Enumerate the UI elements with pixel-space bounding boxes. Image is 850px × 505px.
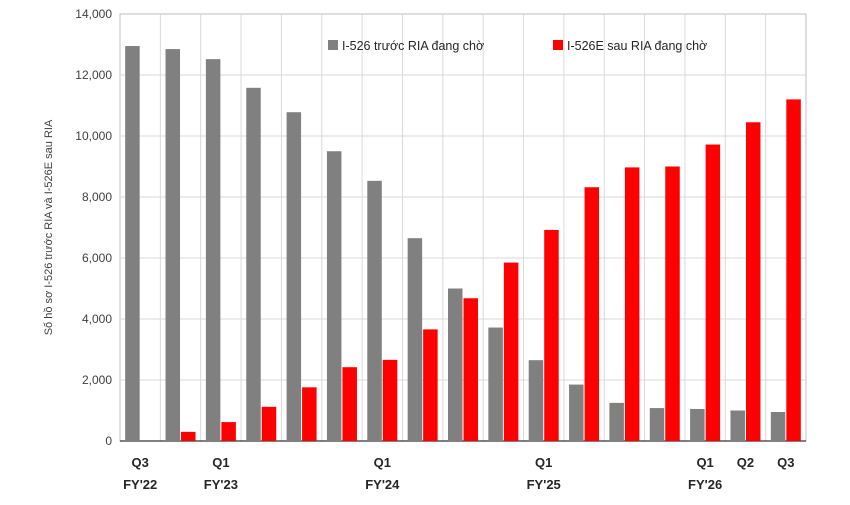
x-tick-label: Q1 — [535, 455, 552, 470]
bar-i526 — [287, 112, 302, 441]
bar-i526 — [367, 181, 382, 441]
x-tick-label: Q1 — [696, 455, 713, 470]
x-tick-label: Q1 — [374, 455, 391, 470]
y-axis-title: Số hồ sơ I-526 trước RIA và I-526E sau R… — [43, 119, 55, 335]
y-tick-label: 0 — [105, 434, 112, 448]
bar-i526e — [706, 145, 721, 441]
x-tick-label: Q3 — [777, 455, 794, 470]
bar-i526e — [302, 387, 317, 441]
y-tick-label: 4,000 — [82, 312, 112, 326]
x-tick-label: Q3 — [132, 455, 149, 470]
legend-swatch — [328, 40, 338, 50]
bar-i526 — [609, 403, 624, 441]
x-tick-label: Q2 — [737, 455, 754, 470]
y-tick-label: 14,000 — [75, 7, 112, 21]
bar-i526 — [771, 412, 786, 441]
legend-label: I-526 trước RIA đang chờ — [342, 39, 484, 53]
x-tick-label: FY'26 — [688, 477, 722, 492]
bar-i526e — [625, 167, 640, 441]
bar-i526e — [665, 167, 680, 442]
x-tick-label: FY'22 — [123, 477, 157, 492]
x-tick-label: FY'25 — [527, 477, 561, 492]
bar-i526e — [786, 99, 801, 441]
bar-i526 — [125, 46, 140, 441]
bar-i526e — [221, 422, 236, 441]
bar-i526 — [166, 49, 181, 441]
y-tick-label: 8,000 — [82, 190, 112, 204]
bar-i526 — [448, 289, 463, 442]
bar-i526e — [746, 122, 761, 441]
x-tick-label: FY'24 — [365, 477, 400, 492]
bar-i526e — [262, 407, 277, 441]
plot-area — [120, 14, 806, 441]
bar-i526 — [529, 360, 544, 441]
bar-i526 — [206, 59, 221, 441]
bar-i526e — [181, 432, 196, 441]
legend-swatch — [553, 40, 563, 50]
bar-i526 — [327, 151, 342, 441]
bar-i526e — [464, 298, 479, 441]
y-tick-label: 10,000 — [75, 129, 112, 143]
bar-i526 — [690, 409, 705, 441]
x-tick-label: FY'23 — [204, 477, 238, 492]
bar-i526e — [383, 360, 398, 441]
bar-i526 — [650, 408, 665, 441]
x-tick-label: Q1 — [212, 455, 229, 470]
bar-i526 — [730, 411, 745, 442]
bar-i526 — [569, 385, 584, 441]
bar-i526e — [544, 230, 559, 441]
bar-i526 — [488, 328, 503, 441]
legend-label: I-526E sau RIA đang chờ — [567, 39, 707, 53]
bar-i526e — [342, 367, 357, 441]
y-tick-label: 12,000 — [75, 68, 112, 82]
bar-i526e — [423, 329, 438, 441]
bar-i526e — [585, 187, 600, 441]
y-tick-label: 6,000 — [82, 251, 112, 265]
bar-i526e — [504, 263, 518, 441]
bar-i526 — [408, 238, 423, 441]
y-tick-label: 2,000 — [82, 373, 112, 387]
bar-i526 — [246, 88, 261, 441]
